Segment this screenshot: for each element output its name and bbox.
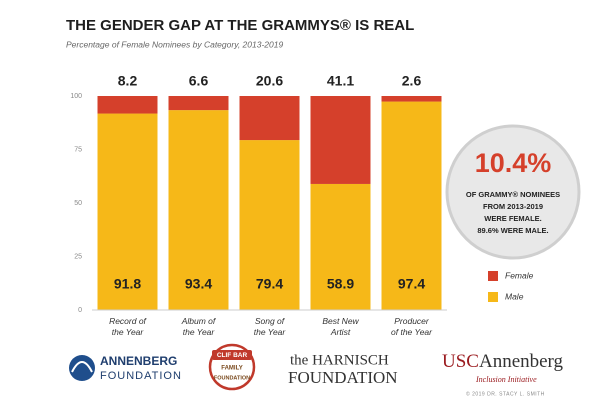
x-tick-label: Record of the Year xyxy=(109,316,147,337)
bar-segment xyxy=(168,110,229,311)
bar-segment xyxy=(381,96,442,102)
x-tick-label-line: Record of xyxy=(109,316,147,326)
callout-headline: 10.4% xyxy=(475,148,552,178)
annenberg-icon xyxy=(69,355,95,381)
logo-text: FOUNDATION xyxy=(288,368,398,387)
chart-title: THE GENDER GAP AT THE GRAMMYS® IS REAL xyxy=(66,17,414,34)
bar-segment xyxy=(310,183,371,310)
credit: © 2019 DR. STACY L. SMITH xyxy=(466,390,545,397)
y-tick-label: 100 xyxy=(70,93,82,100)
logo-text: Annenberg xyxy=(479,351,564,372)
value-label: 97.4 xyxy=(398,276,425,292)
y-tick-label: 25 xyxy=(74,253,82,260)
x-tick-label-line: of the Year xyxy=(391,327,433,337)
logo-text: USCAnnenberg xyxy=(442,351,564,372)
annenberg-icon-mark xyxy=(71,361,93,373)
callout-circle xyxy=(445,124,581,260)
value-label: 93.4 xyxy=(185,276,212,292)
bar-segment xyxy=(310,96,371,184)
logo-text: FOUNDATION xyxy=(214,375,250,381)
callout-line: WERE FEMALE. xyxy=(484,214,542,223)
bar-segment xyxy=(97,96,158,114)
legend-label: Female xyxy=(505,270,534,280)
x-tick-label-line: the Year xyxy=(183,327,216,337)
value-label: 20.6 xyxy=(256,73,283,89)
legend-swatch xyxy=(488,292,498,302)
callout-line: 89.6% WERE MALE. xyxy=(477,226,548,235)
value-label: 41.1 xyxy=(327,73,354,89)
y-tick-label: 75 xyxy=(74,146,82,153)
x-tick-label-line: the Year xyxy=(112,327,145,337)
value-label: 6.6 xyxy=(189,73,209,89)
x-tick-label-line: Producer xyxy=(394,316,430,326)
x-tick-label-line: Artist xyxy=(330,327,351,337)
legend-label: Male xyxy=(505,291,524,301)
x-tick-label: Album of the Year xyxy=(181,316,217,337)
value-label: 8.2 xyxy=(118,73,138,89)
y-tick-label: 50 xyxy=(74,200,82,207)
logo-text: the HARNISCH xyxy=(290,352,389,368)
logo-text: CLIF BAR xyxy=(217,352,248,359)
chart-subtitle: Percentage of Female Nominees by Categor… xyxy=(66,39,283,49)
x-tick-label: Song of the Year xyxy=(254,316,287,337)
value-label: 2.6 xyxy=(402,73,422,89)
callout-line: OF GRAMMY® NOMINEES xyxy=(466,190,560,199)
logo-text: ANNENBERG xyxy=(100,354,177,368)
x-tick-label-line: the Year xyxy=(254,327,287,337)
value-label: 91.8 xyxy=(114,276,141,292)
clif-banner xyxy=(212,350,252,360)
y-tick-label: 0 xyxy=(78,307,82,314)
logo-text: USC xyxy=(442,351,479,372)
bar-segment xyxy=(97,113,158,310)
bar-segment xyxy=(239,140,300,310)
value-label: 58.9 xyxy=(327,276,354,292)
callout-line: FROM 2013-2019 xyxy=(483,202,543,211)
logo-text: Inclusion Initiative xyxy=(475,375,537,384)
x-tick-label: Producer of the Year xyxy=(391,316,433,337)
logo-text: FAMILY xyxy=(221,366,242,372)
x-tick-label-line: Best New xyxy=(322,316,359,326)
x-tick-label-line: Album of xyxy=(181,316,217,326)
bar-segment xyxy=(239,96,300,141)
x-tick-label: Best New Artist xyxy=(322,316,359,337)
bar-segment xyxy=(168,96,229,111)
legend-swatch xyxy=(488,271,498,281)
bar-segment xyxy=(381,101,442,311)
logo-text: FOUNDATION xyxy=(100,370,182,382)
x-tick-label-line: Song of xyxy=(255,316,286,326)
value-label: 79.4 xyxy=(256,276,283,292)
